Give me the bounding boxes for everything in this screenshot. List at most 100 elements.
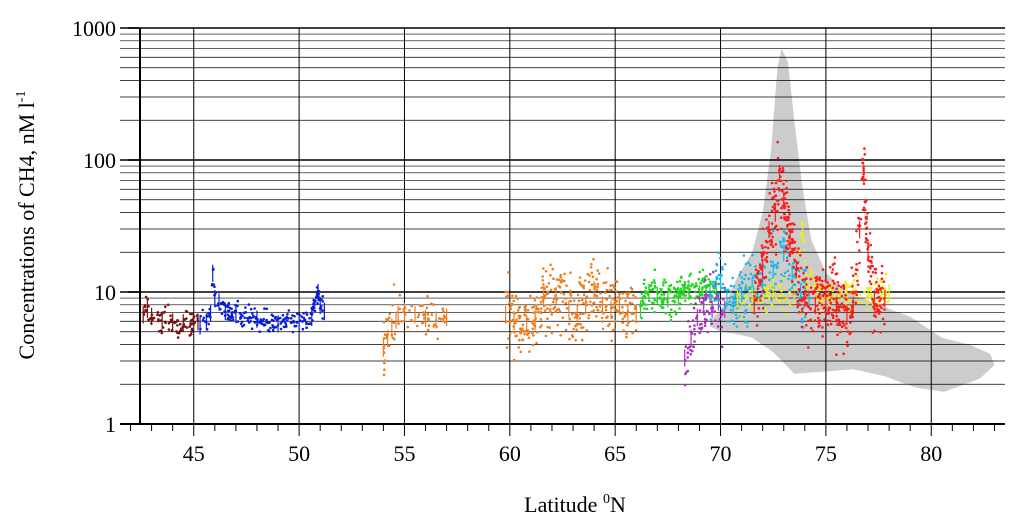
data-point bbox=[743, 310, 747, 314]
data-point bbox=[768, 271, 772, 274]
data-point bbox=[579, 323, 582, 326]
data-point bbox=[551, 267, 555, 271]
x-tick-label: 80 bbox=[920, 441, 942, 466]
data-point bbox=[764, 307, 767, 311]
data-point bbox=[618, 312, 622, 316]
data-point bbox=[814, 287, 818, 290]
data-point bbox=[383, 368, 386, 372]
data-point bbox=[392, 283, 396, 286]
data-point bbox=[560, 278, 564, 282]
data-point bbox=[293, 324, 297, 328]
data-point bbox=[864, 201, 867, 204]
data-point bbox=[441, 307, 445, 311]
data-point bbox=[746, 284, 750, 287]
data-point bbox=[881, 286, 884, 290]
data-point bbox=[797, 269, 801, 273]
data-point bbox=[781, 197, 784, 201]
data-point bbox=[761, 297, 764, 300]
data-point bbox=[581, 338, 584, 342]
data-point bbox=[740, 276, 743, 279]
data-point bbox=[164, 321, 167, 325]
data-point bbox=[767, 283, 770, 286]
data-point bbox=[609, 284, 612, 287]
data-point bbox=[871, 298, 874, 302]
data-point bbox=[549, 303, 552, 307]
data-point bbox=[876, 288, 879, 292]
data-point bbox=[247, 321, 251, 324]
data-point bbox=[845, 322, 848, 325]
data-point bbox=[807, 319, 810, 323]
data-point bbox=[148, 318, 151, 321]
data-point bbox=[769, 243, 773, 247]
x-tick-label: 60 bbox=[499, 441, 521, 466]
data-point bbox=[590, 263, 593, 266]
data-point bbox=[189, 333, 193, 336]
data-point bbox=[765, 290, 769, 294]
data-point bbox=[521, 338, 525, 342]
data-point bbox=[144, 308, 147, 312]
data-point bbox=[701, 293, 704, 297]
data-point bbox=[828, 292, 831, 296]
data-point bbox=[761, 306, 765, 310]
data-point bbox=[779, 216, 783, 219]
data-point bbox=[442, 314, 446, 318]
data-point bbox=[398, 293, 402, 297]
data-point bbox=[785, 313, 788, 316]
data-point bbox=[684, 294, 687, 297]
data-point bbox=[833, 309, 837, 312]
data-point bbox=[308, 322, 312, 325]
data-point bbox=[870, 261, 873, 264]
data-point bbox=[300, 315, 303, 318]
data-point bbox=[226, 313, 230, 317]
data-point bbox=[744, 262, 748, 266]
data-point bbox=[621, 292, 625, 295]
data-point bbox=[562, 292, 566, 296]
data-point bbox=[807, 291, 811, 294]
data-point bbox=[661, 305, 664, 309]
data-point bbox=[786, 269, 790, 273]
data-point bbox=[703, 276, 707, 279]
data-point bbox=[590, 304, 594, 307]
data-point bbox=[850, 266, 853, 270]
data-point bbox=[596, 269, 599, 272]
data-point bbox=[548, 308, 552, 311]
data-point bbox=[707, 278, 710, 281]
data-point bbox=[787, 277, 790, 281]
data-point bbox=[765, 310, 768, 314]
data-point bbox=[532, 311, 535, 315]
data-point bbox=[804, 269, 807, 272]
data-point bbox=[263, 323, 266, 326]
data-point bbox=[790, 280, 794, 284]
data-point bbox=[844, 294, 847, 297]
data-point bbox=[817, 319, 821, 323]
data-point bbox=[144, 295, 148, 299]
data-point bbox=[710, 282, 713, 286]
data-point bbox=[866, 239, 869, 242]
data-point bbox=[800, 325, 804, 329]
data-point bbox=[817, 295, 820, 299]
data-point bbox=[861, 161, 864, 165]
data-point bbox=[726, 288, 730, 292]
data-point bbox=[684, 372, 687, 376]
data-point bbox=[765, 218, 768, 221]
data-point bbox=[717, 292, 720, 296]
data-point bbox=[607, 324, 610, 328]
data-point bbox=[193, 321, 197, 324]
data-point bbox=[432, 303, 435, 306]
data-point bbox=[443, 321, 447, 324]
data-point bbox=[784, 245, 788, 249]
data-point bbox=[595, 288, 599, 292]
data-point bbox=[535, 341, 538, 345]
data-point bbox=[722, 309, 725, 313]
data-point bbox=[632, 294, 635, 297]
data-point bbox=[625, 332, 628, 336]
data-point bbox=[840, 285, 843, 289]
data-point bbox=[869, 243, 873, 247]
data-point bbox=[881, 317, 885, 321]
data-point bbox=[762, 253, 765, 256]
data-point bbox=[831, 308, 835, 312]
data-point bbox=[871, 331, 875, 334]
data-point bbox=[851, 274, 855, 278]
data-point bbox=[700, 300, 703, 304]
data-point bbox=[838, 323, 842, 327]
